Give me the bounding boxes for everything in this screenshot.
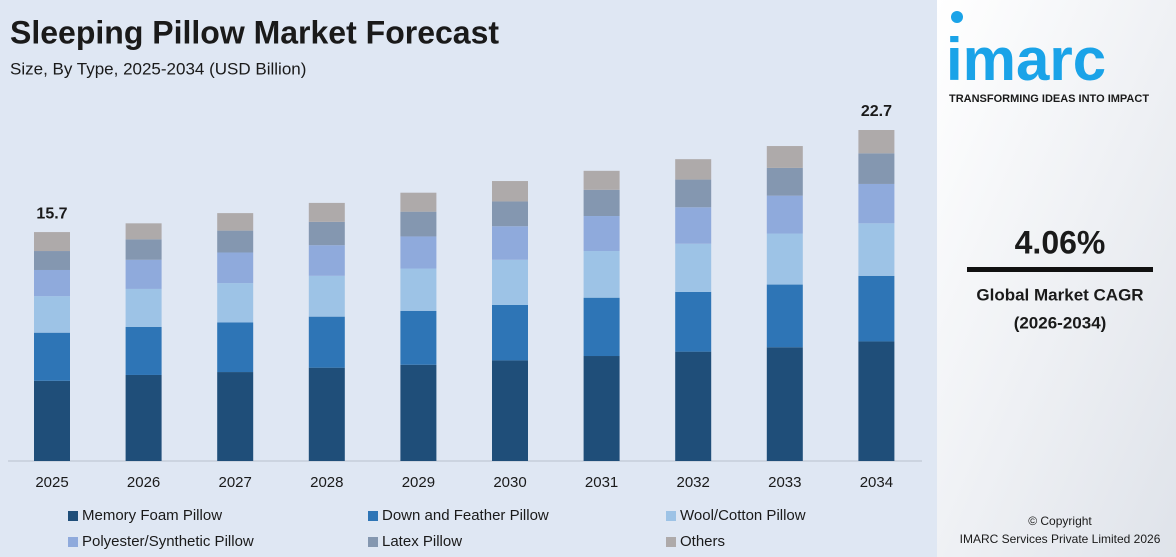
bar-segment <box>766 347 803 461</box>
chart-title: Sleeping Pillow Market Forecast <box>10 14 499 50</box>
bar-segment <box>308 221 345 246</box>
bar-segment <box>492 201 528 227</box>
bar-segment <box>34 232 70 252</box>
legend-swatch <box>368 511 378 521</box>
x-tick-label: 2031 <box>585 474 618 491</box>
x-tick-label: 2033 <box>768 474 801 491</box>
legend-swatch <box>666 511 676 521</box>
sidebar-background <box>937 0 1176 557</box>
bar-segment <box>675 207 712 244</box>
legend-swatch <box>666 537 676 547</box>
legend-label: Others <box>680 533 725 550</box>
bar-segment <box>34 296 70 333</box>
cagr-value: 4.06% <box>1015 224 1106 260</box>
logo-dot <box>951 11 963 23</box>
bar-segment <box>583 170 620 190</box>
bar-segment <box>217 372 254 461</box>
x-tick-label: 2026 <box>127 474 160 491</box>
bar-segment <box>492 259 528 305</box>
bar-segment <box>583 297 620 357</box>
bar-segment <box>217 230 254 253</box>
bar-segment <box>308 367 345 461</box>
legend-label: Wool/Cotton Pillow <box>680 507 806 524</box>
bar-segment <box>400 211 437 237</box>
legend-swatch <box>68 537 78 547</box>
bar-segment <box>217 283 254 323</box>
bar-segment <box>858 341 895 461</box>
bar-segment <box>492 360 528 461</box>
bar-segment <box>217 322 254 373</box>
bar-segment <box>400 364 437 461</box>
legend-label: Latex Pillow <box>382 533 462 550</box>
bar-segment <box>675 243 712 292</box>
total-label: 22.7 <box>861 103 892 120</box>
bar-segment <box>583 189 620 217</box>
company: IMARC Services Private Limited 2026 <box>960 532 1161 546</box>
bar-segment <box>766 195 803 234</box>
bar-segment <box>400 192 437 212</box>
legend-label: Down and Feather Pillow <box>382 507 549 524</box>
bar-segment <box>400 236 437 269</box>
bar-segment <box>400 310 437 365</box>
bar-segment <box>766 284 803 348</box>
bar-segment <box>766 233 803 285</box>
bar-segment <box>675 291 712 352</box>
bar-segment <box>125 374 162 461</box>
bar-segment <box>125 288 162 327</box>
bar-segment <box>492 226 528 260</box>
x-tick-label: 2028 <box>310 474 343 491</box>
bar-segment <box>125 259 162 289</box>
bar-segment <box>34 380 70 461</box>
bar-segment <box>125 239 162 260</box>
bar-segment <box>858 223 895 276</box>
bar-segment <box>583 251 620 298</box>
cagr-rule <box>967 267 1153 272</box>
bar-segment <box>308 245 345 276</box>
bar-segment <box>766 146 803 168</box>
bar-segment <box>492 304 528 361</box>
bar-segment <box>34 251 70 270</box>
copyright: © Copyright <box>1028 514 1092 528</box>
bar-segment <box>858 275 895 342</box>
bar-segment <box>675 159 712 180</box>
bar-segment <box>675 179 712 208</box>
bar-segment <box>125 326 162 375</box>
bar-segment <box>308 316 345 368</box>
logo: imarc <box>946 26 1106 93</box>
bar-segment <box>308 202 345 222</box>
bar-segment <box>492 181 528 202</box>
legend-label: Memory Foam Pillow <box>82 507 222 524</box>
bar-segment <box>34 269 70 297</box>
cagr-period: (2026-2034) <box>1014 313 1107 332</box>
bar-segment <box>583 356 620 461</box>
bar-segment <box>583 216 620 252</box>
x-tick-label: 2034 <box>860 474 893 491</box>
bar-segment <box>675 351 712 461</box>
bar-segment <box>217 252 254 284</box>
legend-swatch <box>68 511 78 521</box>
cagr-label: Global Market CAGR <box>976 285 1143 304</box>
bar-segment <box>34 332 70 381</box>
x-tick-label: 2025 <box>35 474 68 491</box>
bar-segment <box>766 167 803 196</box>
legend-label: Polyester/Synthetic Pillow <box>82 533 254 550</box>
bar-segment <box>308 275 345 317</box>
x-tick-label: 2032 <box>677 474 710 491</box>
bar-segment <box>858 183 895 224</box>
bar-segment <box>858 130 895 154</box>
x-tick-label: 2030 <box>493 474 526 491</box>
x-tick-label: 2029 <box>402 474 435 491</box>
bar-segment <box>217 213 254 231</box>
chart-subtitle: Size, By Type, 2025-2034 (USD Billion) <box>10 59 306 78</box>
bar-segment <box>400 268 437 311</box>
x-tick-label: 2027 <box>219 474 252 491</box>
bar-segment <box>858 153 895 184</box>
bar-segment <box>125 223 162 240</box>
legend-swatch <box>368 537 378 547</box>
tagline: TRANSFORMING IDEAS INTO IMPACT <box>949 93 1149 105</box>
total-label: 15.7 <box>36 205 67 222</box>
